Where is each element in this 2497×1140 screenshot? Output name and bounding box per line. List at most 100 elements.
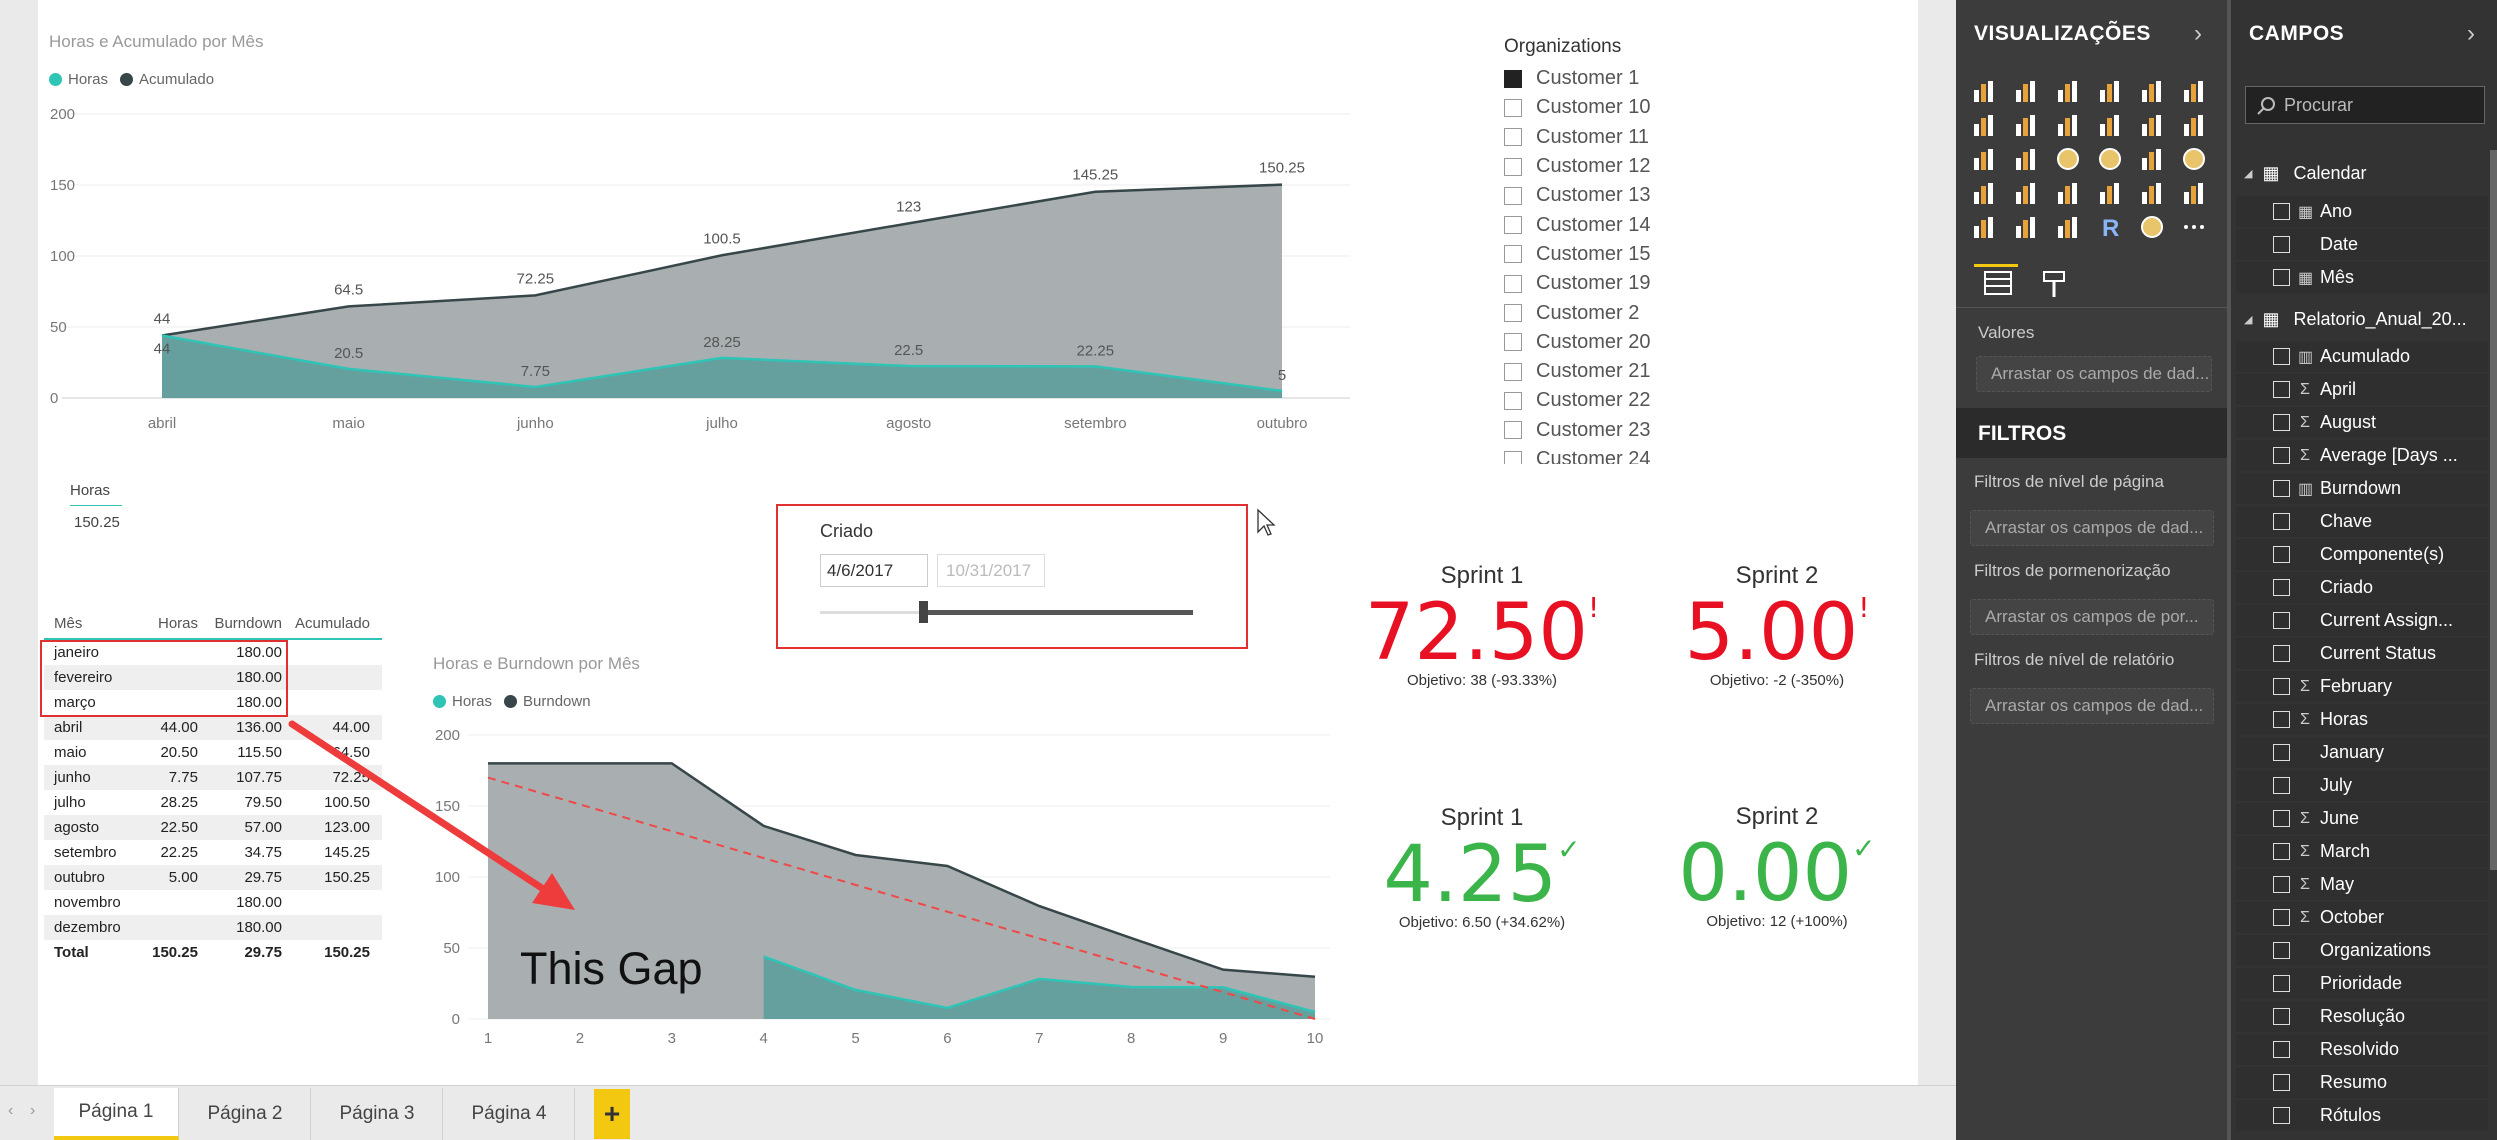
field-checkbox[interactable]	[2273, 579, 2290, 596]
table-header-cell[interactable]: Burndown	[214, 615, 282, 632]
field-checkbox[interactable]	[2273, 711, 2290, 728]
field-checkbox[interactable]	[2273, 1008, 2290, 1025]
organization-item[interactable]: Customer 21	[1504, 357, 1724, 386]
organization-item[interactable]: Customer 14	[1504, 210, 1724, 239]
organization-item[interactable]: Customer 15	[1504, 240, 1724, 269]
field-item[interactable]: Resumo	[2236, 1067, 2488, 1098]
treemap-icon[interactable]	[2138, 146, 2168, 172]
field-checkbox[interactable]	[2273, 777, 2290, 794]
field-checkbox[interactable]	[2273, 203, 2290, 220]
page-tab[interactable]: Página 3	[312, 1088, 443, 1140]
line-column-icon[interactable]	[2096, 112, 2126, 138]
organization-checkbox[interactable]	[1504, 421, 1522, 440]
table-header-cell[interactable]: Horas	[157, 615, 198, 632]
scatter-icon[interactable]	[2012, 146, 2042, 172]
field-item[interactable]: Σ June	[2236, 803, 2488, 834]
field-search-input[interactable]: Procurar	[2245, 86, 2485, 124]
organization-checkbox[interactable]	[1504, 391, 1522, 410]
slider-handle[interactable]	[919, 601, 928, 623]
organization-checkbox[interactable]	[1504, 274, 1522, 293]
page-tab[interactable]: Página 2	[180, 1088, 311, 1140]
field-checkbox[interactable]	[2273, 1107, 2290, 1124]
field-item[interactable]: Current Status	[2236, 638, 2488, 669]
burndown-line[interactable]	[488, 762, 1316, 979]
table-header-cell[interactable]: Acumulado	[294, 615, 370, 632]
start-date-input[interactable]: 4/6/2017	[820, 554, 928, 587]
line-chart-icon[interactable]	[1970, 112, 2000, 138]
organization-checkbox[interactable]	[1504, 128, 1522, 147]
field-checkbox[interactable]	[2273, 645, 2290, 662]
field-item[interactable]: Componente(s)	[2236, 539, 2488, 570]
field-item[interactable]: Resolvido	[2236, 1034, 2488, 1065]
format-paint-icon[interactable]	[2038, 268, 2070, 300]
clustered-column-icon[interactable]	[2096, 78, 2126, 104]
area-chart-icon[interactable]	[2012, 112, 2042, 138]
organization-checkbox[interactable]	[1504, 216, 1522, 235]
collapse-viz-icon[interactable]: ›	[2194, 20, 2202, 47]
legend-burndown[interactable]: Burndown	[523, 693, 591, 710]
relatorio-table[interactable]: ◢ ▦ Relatorio_Anual_20...	[2236, 302, 2467, 336]
field-item[interactable]: Current Assign...	[2236, 605, 2488, 636]
scroll-left-icon[interactable]: ‹	[8, 1102, 14, 1119]
report-filters-drop-zone[interactable]: Arrastar os campos de dad...	[1970, 688, 2214, 724]
field-item[interactable]: Σ August	[2236, 407, 2488, 438]
page-tab[interactable]: Página 1	[54, 1088, 179, 1140]
field-item[interactable]: July	[2236, 770, 2488, 801]
field-checkbox[interactable]	[2273, 975, 2290, 992]
organization-checkbox[interactable]	[1504, 186, 1522, 205]
field-item[interactable]: ▥ Acumulado	[2236, 341, 2488, 372]
field-checkbox[interactable]	[2273, 236, 2290, 253]
organization-item[interactable]: Customer 11	[1504, 123, 1724, 152]
organization-item[interactable]: Customer 19	[1504, 269, 1724, 298]
field-item[interactable]: Rótulos	[2236, 1100, 2488, 1131]
100-bar-icon[interactable]	[2138, 78, 2168, 104]
field-checkbox[interactable]	[2273, 810, 2290, 827]
kpi-icon[interactable]	[2180, 180, 2210, 206]
add-page-button[interactable]: +	[594, 1089, 630, 1139]
card-icon[interactable]	[2096, 180, 2126, 206]
field-checkbox[interactable]	[2273, 1074, 2290, 1091]
field-item[interactable]: ▦ Ano	[2236, 196, 2488, 227]
slicer-icon[interactable]	[1970, 214, 2000, 240]
organization-checkbox[interactable]	[1504, 450, 1522, 464]
pie-chart-icon[interactable]	[2054, 146, 2084, 172]
field-checkbox[interactable]	[2273, 909, 2290, 926]
field-item[interactable]: Criado	[2236, 572, 2488, 603]
organization-item[interactable]: Customer 24	[1504, 445, 1724, 464]
field-item[interactable]: Prioridade	[2236, 968, 2488, 999]
field-checkbox[interactable]	[2273, 513, 2290, 530]
organization-checkbox[interactable]	[1504, 304, 1522, 323]
field-checkbox[interactable]	[2273, 843, 2290, 860]
calendar-table[interactable]: ◢ ▦ Calendar	[2236, 156, 2367, 190]
collapse-fields-icon[interactable]: ›	[2467, 20, 2475, 47]
legend-acumulado[interactable]: Acumulado	[139, 71, 215, 88]
fields-tab-icon[interactable]	[1982, 268, 2014, 300]
horas-line[interactable]	[161, 334, 1283, 393]
organization-item[interactable]: Customer 10	[1504, 93, 1724, 122]
horas-line-2[interactable]	[763, 955, 1316, 1014]
organization-checkbox[interactable]	[1504, 333, 1522, 352]
expand-icon[interactable]: ◢	[2244, 167, 2253, 180]
organization-checkbox[interactable]	[1504, 245, 1522, 264]
field-item[interactable]: Σ Horas	[2236, 704, 2488, 735]
field-checkbox[interactable]	[2273, 381, 2290, 398]
drill-filters-drop-zone[interactable]: Arrastar os campos de por...	[1970, 599, 2214, 635]
organization-item[interactable]: Customer 23	[1504, 416, 1724, 445]
organization-item[interactable]: Customer 12	[1504, 152, 1724, 181]
field-item[interactable]: Σ April	[2236, 374, 2488, 405]
field-checkbox[interactable]	[2273, 414, 2290, 431]
end-date-input[interactable]: 10/31/2017	[937, 554, 1045, 587]
line-clustered-icon[interactable]	[2138, 112, 2168, 138]
organization-checkbox[interactable]	[1504, 157, 1522, 176]
organization-item[interactable]: Customer 20	[1504, 328, 1724, 357]
fields-scrollbar[interactable]	[2490, 150, 2497, 870]
donut-chart-icon[interactable]	[2096, 146, 2126, 172]
waterfall-icon[interactable]	[1970, 146, 2000, 172]
gauge-icon[interactable]	[2054, 180, 2084, 206]
filled-map-icon[interactable]	[1970, 180, 2000, 206]
values-drop-zone[interactable]: Arrastar os campos de dad...	[1976, 356, 2212, 392]
organization-checkbox[interactable]	[1504, 98, 1522, 117]
field-item[interactable]: Σ October	[2236, 902, 2488, 933]
expand-icon[interactable]: ◢	[2244, 313, 2253, 326]
page-filters-drop-zone[interactable]: Arrastar os campos de dad...	[1970, 510, 2214, 546]
